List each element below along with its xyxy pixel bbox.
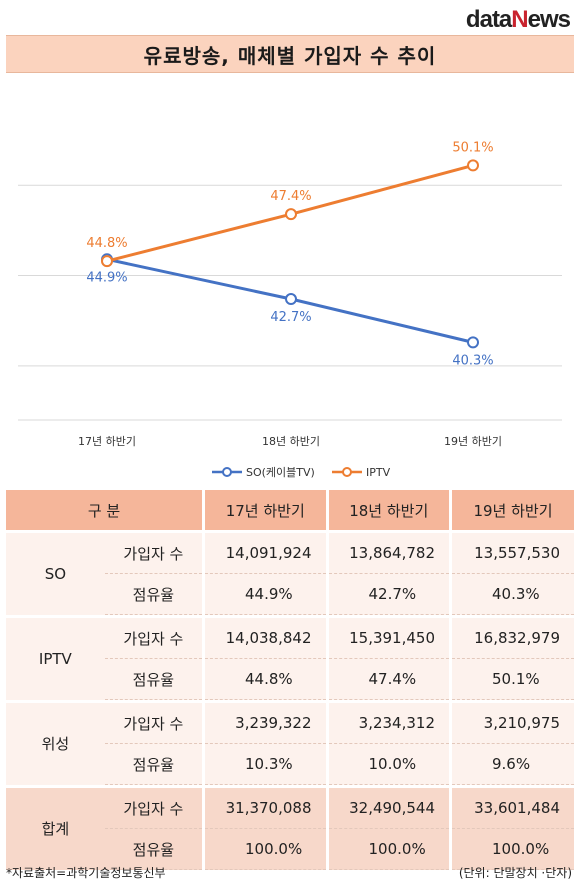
- table-cell: 50.1%: [449, 658, 574, 700]
- row-label: 점유율: [104, 658, 204, 700]
- table-cell: 14,038,842: [202, 618, 327, 659]
- row-label: 점유율: [104, 743, 204, 785]
- table-row: SO 가입자 수 14,091,924 13,864,782 13,557,530: [6, 533, 574, 615]
- datanews-logo: dataNews: [465, 6, 571, 33]
- header-col-18: 18년 하반기: [325, 490, 451, 530]
- table-cell: 3,210,975: [449, 703, 574, 744]
- table-header-row: 구 분 17년 하반기 18년 하반기 19년 하반기: [6, 490, 574, 530]
- group-label: 합계: [6, 788, 105, 870]
- data-label: 44.8%: [86, 236, 127, 251]
- table-cell: 33,601,484: [449, 788, 574, 829]
- row-label: 점유율: [104, 573, 204, 615]
- data-point: [285, 208, 297, 221]
- table-row: 점유율 44.9% 42.7% 40.3%: [6, 573, 574, 615]
- data-label: 44.9%: [86, 270, 127, 285]
- table-cell: 3,239,322: [202, 703, 327, 744]
- table-cell: 16,832,979: [449, 618, 574, 659]
- table-cell: 44.9%: [202, 573, 327, 615]
- data-label: 47.4%: [270, 189, 311, 204]
- header-category: 구 분: [6, 490, 204, 530]
- table-cell: 9.6%: [449, 743, 574, 785]
- data-label: 50.1%: [452, 140, 493, 155]
- legend-label: SO(케이블TV): [246, 466, 315, 479]
- table-cell: 100.0%: [325, 828, 451, 870]
- legend-marker: [342, 467, 352, 477]
- group-label: SO: [6, 533, 105, 615]
- data-label: 42.7%: [270, 310, 311, 325]
- group-label: IPTV: [6, 618, 105, 700]
- data-label: 40.3%: [452, 353, 493, 368]
- data-point: [467, 159, 479, 172]
- table-cell: 15,391,450: [325, 618, 451, 659]
- table-row: IPTV 가입자 수 14,038,842 15,391,450 16,832,979: [6, 618, 574, 700]
- x-tick-label: 18년 하반기: [262, 434, 320, 448]
- x-tick-label: 17년 하반기: [78, 434, 136, 448]
- group-label: 위성: [6, 703, 105, 785]
- data-point: [101, 255, 113, 268]
- data-point: [285, 293, 297, 306]
- header-col-17: 17년 하반기: [202, 490, 327, 530]
- row-label: 가입자 수: [104, 618, 204, 659]
- row-label: 가입자 수: [104, 788, 204, 829]
- data-table: 구 분 17년 하반기 18년 하반기 19년 하반기 SO 가입자 수 14,09…: [6, 490, 574, 870]
- table-cell: 100.0%: [449, 828, 574, 870]
- table-row: 합계 가입자 수 31,370,088 32,490,544 33,601,484: [6, 788, 574, 870]
- legend-marker: [222, 467, 232, 477]
- unit-note: (단위: 단말장치 ·단자): [458, 866, 572, 880]
- data-point: [467, 336, 479, 349]
- x-tick-label: 19년 하반기: [444, 434, 502, 448]
- table-cell: 13,557,530: [449, 533, 574, 574]
- table-row: 위성 가입자 수 3,239,322 3,234,312 3,210,975: [6, 703, 574, 785]
- table-cell: 13,864,782: [325, 533, 451, 574]
- table-cell: 3,234,312: [325, 703, 451, 744]
- table-cell: 44.8%: [202, 658, 327, 700]
- row-label: 점유율: [104, 828, 204, 870]
- table-cell: 47.4%: [325, 658, 451, 700]
- table-row: 점유율 100.0% 100.0% 100.0%: [6, 828, 574, 870]
- table-cell: 10.0%: [325, 743, 451, 785]
- table-row: 점유율 44.8% 47.4% 50.1%: [6, 658, 574, 700]
- row-label: 가입자 수: [104, 703, 204, 744]
- table-cell: 32,490,544: [325, 788, 451, 829]
- table-cell: 31,370,088: [202, 788, 327, 829]
- header-col-19: 19년 하반기: [449, 490, 574, 530]
- chart-title: 유료방송, 매체별 가입자 수 추이: [6, 35, 574, 73]
- table-cell: 100.0%: [202, 828, 327, 870]
- legend-label: IPTV: [366, 466, 391, 479]
- table-cell: 14,091,924: [202, 533, 327, 574]
- source-note: *자료출처=과학기술정보통신부: [6, 866, 166, 880]
- table-cell: 40.3%: [449, 573, 574, 615]
- table-cell: 42.7%: [325, 573, 451, 615]
- table-cell: 10.3%: [202, 743, 327, 785]
- line-chart: 17년 하반기 18년 하반기 19년 하반기 44.9% 42.7% 40.3% 44.8…: [18, 140, 562, 479]
- table-row: 점유율 10.3% 10.0% 9.6%: [6, 743, 574, 785]
- row-label: 가입자 수: [104, 533, 204, 574]
